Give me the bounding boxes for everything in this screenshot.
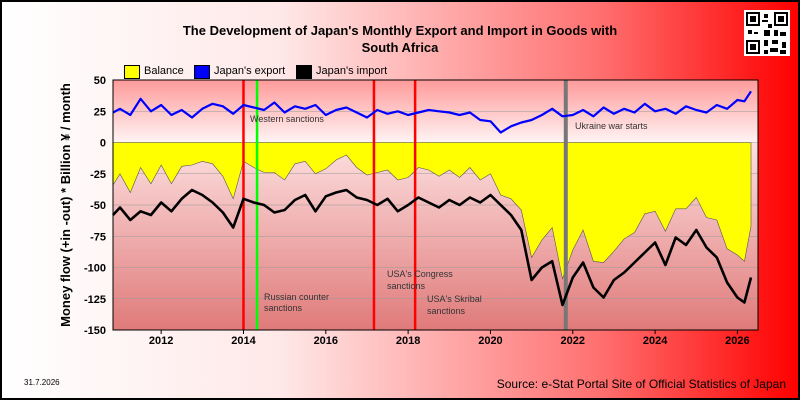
x-tick-label-3: 2018	[396, 335, 420, 347]
event-label-1-1: Russian counter	[264, 292, 329, 302]
x-tick-label-1: 2014	[231, 335, 256, 347]
x-tick-label-2: 2016	[314, 335, 338, 347]
x-tick-label-7: 2026	[725, 335, 749, 347]
series-area-balance	[112, 142, 752, 280]
legend-swatch-balance	[124, 65, 140, 79]
series-line-export	[112, 90, 752, 134]
series-line-import	[112, 188, 753, 307]
legend-label-balance: Balance	[144, 65, 184, 77]
chart-title-line2: South Africa	[361, 40, 439, 55]
chart-title-line1: The Development of Japan's Monthly Expor…	[182, 23, 618, 38]
y-tick-label-2: 0	[100, 138, 106, 150]
legend-swatch-export	[194, 65, 210, 79]
y-tick-label-5: -75	[90, 231, 106, 243]
source-note: Source: e-Stat Portal Site of Official S…	[496, 377, 786, 391]
qr-code-icon	[744, 10, 790, 56]
x-tick-label-0: 2012	[149, 335, 173, 347]
y-tick-label-7: -125	[84, 294, 106, 306]
event-label-0: Western sanctions	[250, 114, 324, 124]
x-tick-label-6: 2024	[643, 335, 668, 347]
event-label-3-1: USA's Skribal	[427, 294, 482, 304]
legend-swatch-import	[296, 65, 312, 79]
y-tick-label-1: 25	[94, 106, 106, 118]
x-tick-label-4: 2020	[478, 335, 502, 347]
legend-label-import: Japan's import	[316, 65, 388, 77]
event-label-2-1: USA's Congress	[387, 269, 453, 279]
y-tick-label-8: -150	[84, 325, 106, 337]
y-tick-label-0: 50	[94, 75, 106, 87]
y-tick-label-3: -25	[90, 169, 106, 181]
event-label-2-2: sanctions	[387, 281, 426, 291]
event-label-4: Ukraine war starts	[575, 121, 648, 131]
plot-border	[112, 79, 759, 331]
y-tick-label-6: -100	[84, 263, 106, 275]
x-tick-label-5: 2022	[561, 335, 585, 347]
legend-label-export: Japan's export	[214, 65, 286, 77]
y-tick-label-4: -50	[90, 200, 106, 212]
event-label-1-2: sanctions	[264, 303, 303, 313]
chart-title: The Development of Japan's Monthly Expor…	[150, 22, 650, 56]
event-label-3-2: sanctions	[427, 306, 466, 316]
date-stamp: 31.7.2026	[24, 378, 60, 387]
